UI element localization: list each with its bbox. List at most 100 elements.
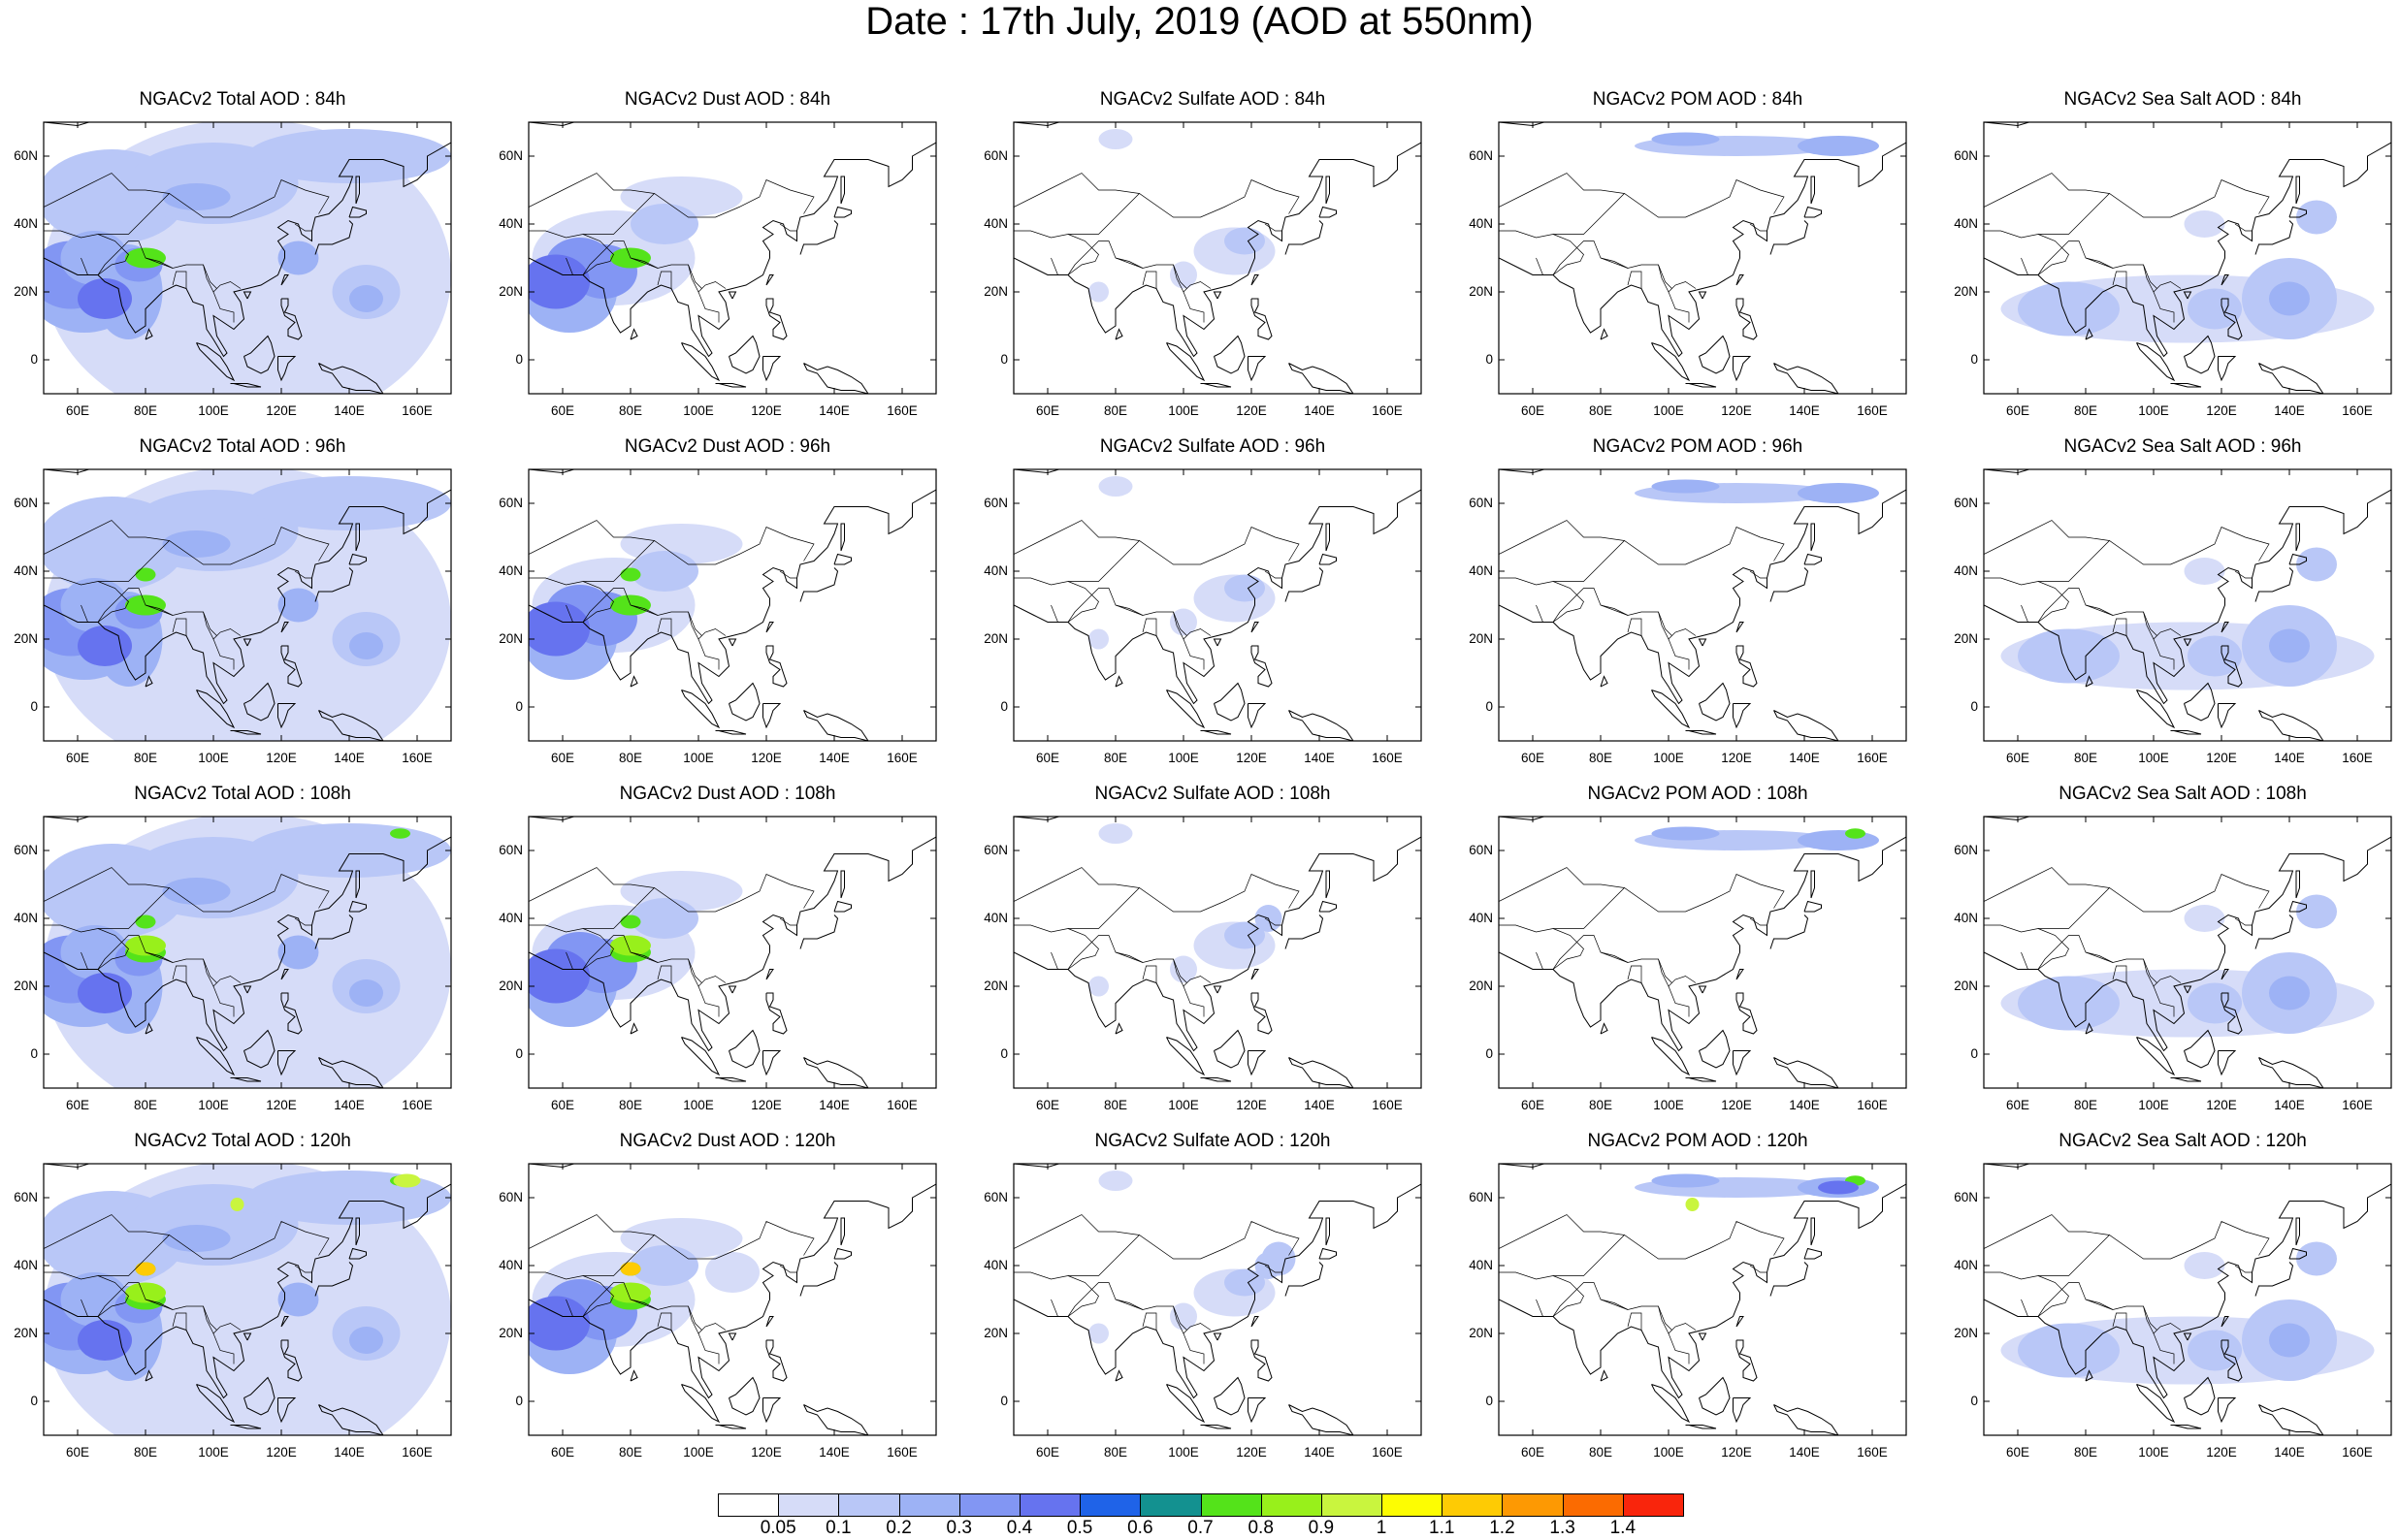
x-tick-label: 120E: [1721, 1445, 1752, 1460]
coastline: [762, 356, 782, 382]
x-tick-label: 80E: [1588, 1098, 1613, 1112]
aod-region: [1098, 823, 1133, 844]
coastline: [799, 1262, 839, 1297]
x-tick-label: 100E: [1168, 403, 1199, 418]
country-border: [1183, 638, 1205, 670]
country-border: [1183, 985, 1205, 1017]
x-tick-label: 100E: [2138, 403, 2169, 418]
coastline: [1803, 900, 1822, 913]
aod-region: [620, 914, 641, 929]
coastline: [243, 638, 252, 647]
coastline: [230, 730, 262, 735]
country-border: [1984, 173, 2110, 208]
x-tick-label: 100E: [1653, 403, 1684, 418]
aod-region: [247, 823, 451, 878]
colorbar-label: 0.6: [1127, 1518, 1153, 1538]
coastline: [1284, 914, 1324, 949]
x-tick-label: 80E: [1588, 403, 1613, 418]
country-border: [1264, 917, 1282, 926]
coastline: [2085, 1022, 2093, 1035]
coastline: [2184, 1029, 2216, 1069]
coastline: [2258, 363, 2324, 394]
x-tick-label: 60E: [550, 1098, 575, 1112]
coastline: [44, 489, 451, 705]
country-border: [203, 1305, 217, 1331]
y-tick-label: 20N: [984, 1326, 1008, 1340]
country-border: [1142, 618, 1157, 636]
country-border: [582, 234, 614, 275]
coastline: [2218, 703, 2237, 729]
coastline: [1499, 817, 1906, 821]
country-border: [97, 234, 129, 275]
x-tick-label: 160E: [2342, 1098, 2373, 1112]
y-tick-label: 20N: [14, 979, 38, 993]
country-border: [2143, 264, 2157, 289]
panel-title: NGACv2 Sea Salt AOD : 120h: [2059, 1131, 2307, 1151]
map-frame: [528, 121, 937, 395]
colorbar-label: 1.1: [1429, 1518, 1455, 1538]
coastline: [1984, 1164, 2391, 1169]
coastline: [355, 176, 360, 205]
x-tick-label: 60E: [550, 1445, 575, 1460]
y-tick-label: 60N: [1469, 1190, 1493, 1204]
x-tick-label: 60E: [550, 403, 575, 418]
coastline: [1984, 1183, 2391, 1399]
country-border: [1658, 1305, 1672, 1331]
y-tick-label: 40N: [1954, 216, 1978, 231]
y-tick-label: 40N: [1954, 1258, 1978, 1272]
coastline: [280, 645, 303, 688]
coastline: [1810, 523, 1815, 552]
coastline: [630, 1022, 638, 1035]
coastline: [1284, 220, 1324, 255]
country-border: [1984, 179, 2270, 239]
country-border: [582, 1275, 614, 1317]
country-border: [697, 1332, 720, 1364]
coastline: [355, 523, 360, 552]
country-border: [697, 985, 720, 1017]
y-tick-label: 20N: [1469, 979, 1493, 993]
coastline: [799, 567, 839, 602]
colorbar-swatch: [1260, 1493, 1322, 1517]
coastline: [1200, 1425, 1232, 1429]
colorbar-swatch: [1140, 1493, 1202, 1517]
country-border: [1552, 234, 1584, 275]
aod-region: [1798, 830, 1879, 850]
coastline: [1685, 730, 1717, 735]
aod-region: [349, 285, 383, 312]
colorbar-label: 0.05: [760, 1518, 796, 1538]
coastline: [681, 342, 721, 382]
country-border: [1183, 1332, 1205, 1364]
y-tick-label: 60N: [984, 496, 1008, 510]
country-border: [145, 604, 174, 616]
x-tick-label: 60E: [550, 751, 575, 765]
map-panel-seasalt-108h: NGACv2 Sea Salt AOD : 108h 60N 40N 20N 0 60E 8…: [1940, 784, 2399, 1123]
coastline: [1214, 1029, 1246, 1069]
colorbar-swatch: [718, 1493, 780, 1517]
coastline: [1248, 1050, 1267, 1076]
aod-field: [1014, 817, 1421, 1088]
country-border: [529, 1221, 815, 1280]
aod-map: [43, 816, 452, 1089]
panel-title: NGACv2 Sea Salt AOD : 84h: [2063, 89, 2302, 110]
aod-region: [1224, 574, 1265, 602]
y-tick-label: 60N: [1954, 843, 1978, 857]
aod-region: [135, 914, 156, 929]
map-frame: [528, 468, 937, 742]
x-tick-label: 100E: [1653, 751, 1684, 765]
coastline: [2184, 682, 2216, 722]
x-tick-label: 120E: [1721, 1098, 1752, 1112]
coastline: [2184, 1376, 2216, 1416]
map-frame: [43, 816, 452, 1089]
y-tick-label: 40N: [499, 911, 523, 925]
y-tick-label: 0: [515, 1046, 523, 1061]
colorbar-swatch: [1200, 1493, 1262, 1517]
y-tick-label: 60N: [1954, 496, 1978, 510]
y-tick-label: 20N: [499, 1326, 523, 1340]
aod-region: [1170, 608, 1197, 636]
country-border: [172, 1312, 187, 1331]
aod-region: [78, 1320, 132, 1361]
x-tick-label: 160E: [1857, 751, 1888, 765]
coastline: [1213, 985, 1222, 994]
country-border: [1115, 604, 1144, 616]
colorbar-label: 1: [1376, 1518, 1387, 1538]
